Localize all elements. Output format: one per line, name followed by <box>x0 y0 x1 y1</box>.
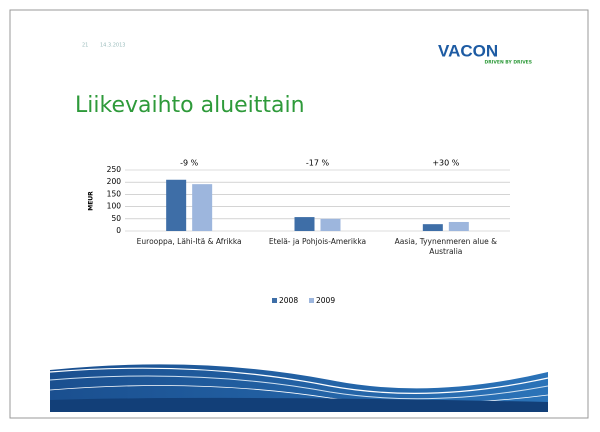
y-tick-label: 100 <box>107 202 122 211</box>
bar <box>166 179 187 231</box>
tagline: DRIVEN BY DRIVES <box>485 60 532 66</box>
chart-title: Liikevaihto alueittain <box>75 93 305 118</box>
x-tick-label: Aasia, Tyynenmeren alue & Australia <box>394 237 497 256</box>
y-axis-label: MEUR <box>88 191 95 211</box>
wave-decoration <box>49 364 549 412</box>
bar <box>192 184 213 231</box>
x-tick-label: Eurooppa, Lähi-Itä & Afrikka <box>136 237 242 246</box>
slide-frame <box>9 9 589 419</box>
bar <box>422 224 443 231</box>
x-tick-label-box: Aasia, Tyynenmeren alue & Australia <box>394 237 497 256</box>
y-tick-label: 150 <box>107 189 122 198</box>
annotation: -17 % <box>306 159 330 168</box>
bar <box>294 217 315 231</box>
bar <box>448 221 469 231</box>
x-tick-label-box: Eurooppa, Lähi-Itä & Afrikka <box>136 237 242 246</box>
legend-swatch <box>272 298 277 303</box>
y-tick-label: 200 <box>107 177 122 186</box>
annotation: -9 % <box>180 159 199 168</box>
y-tick-label: 0 <box>116 226 121 235</box>
legend-swatch <box>309 298 314 303</box>
page-number: 21 <box>82 43 88 49</box>
x-tick-label: Etelä- ja Pohjois-Amerikka <box>268 237 367 246</box>
logo: VACON <box>438 41 498 60</box>
x-tick-label-box: Etelä- ja Pohjois-Amerikka <box>268 237 367 246</box>
legend-label: 2008 <box>279 296 298 305</box>
y-tick-label: 50 <box>111 214 121 223</box>
slide-date: 14.3.2013 <box>100 43 125 49</box>
annotation: +30 % <box>432 159 459 168</box>
y-tick-label: 250 <box>107 165 122 174</box>
bar <box>320 218 341 231</box>
legend-label: 2009 <box>316 296 335 305</box>
